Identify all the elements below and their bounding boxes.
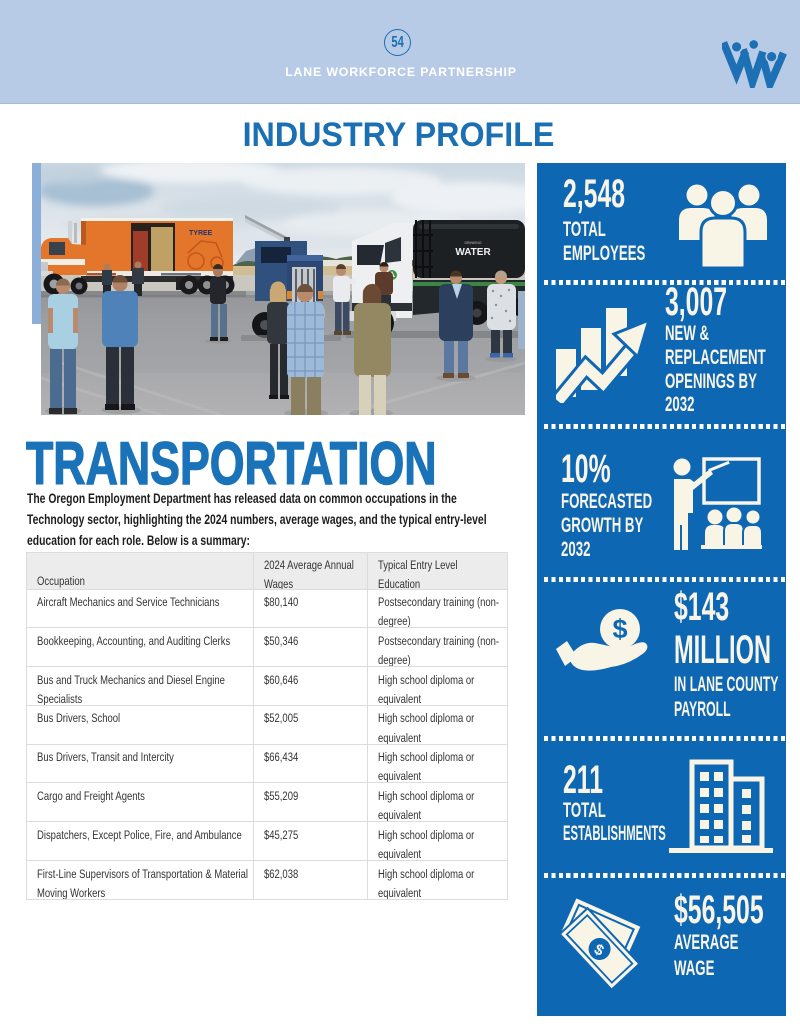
svg-text:$: $ xyxy=(612,614,627,644)
svg-text:TYREE: TYREE xyxy=(189,230,213,237)
svg-text:DRINKING: DRINKING xyxy=(464,241,481,245)
svg-text:WATER: WATER xyxy=(455,247,491,258)
